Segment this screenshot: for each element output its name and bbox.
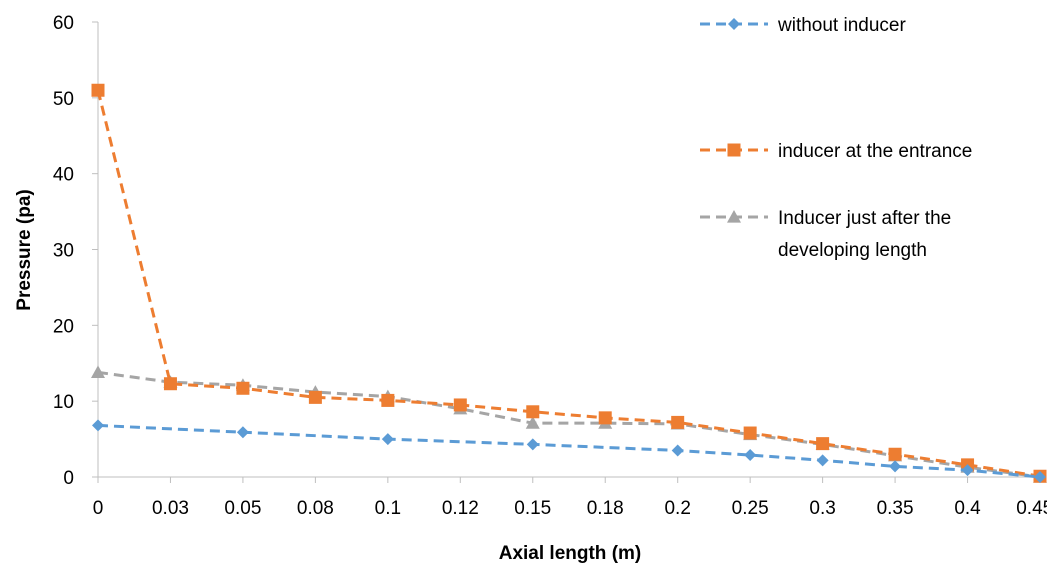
y-ticks: 0 10 20 30 40 50 60: [53, 13, 98, 489]
x-tick-label: 0.05: [224, 498, 261, 519]
legend-label: without inducer: [777, 15, 906, 36]
data-point-diamond: [92, 419, 104, 432]
x-tick-label: 0.1: [375, 498, 401, 519]
data-point-diamond: [889, 460, 902, 473]
y-tick-label: 50: [53, 89, 74, 110]
legend-item: without inducer: [700, 15, 906, 36]
data-point-square: [816, 437, 830, 451]
data-point-square: [888, 447, 902, 461]
data-point-square: [163, 377, 177, 391]
y-tick-label: 20: [53, 316, 74, 337]
data-point-triangle: [525, 416, 540, 429]
data-point-diamond: [744, 449, 757, 462]
data-point-square: [91, 83, 105, 97]
y-tick-label: 60: [53, 13, 74, 34]
x-tick-label: 0.12: [442, 498, 479, 519]
data-point-square: [308, 390, 322, 404]
x-tick-label: 0.2: [664, 498, 690, 519]
x-tick-label: 0.3: [809, 498, 835, 519]
series-layer: [91, 83, 1047, 483]
legend-swatch-diamond: [728, 18, 740, 30]
data-point-diamond: [671, 444, 684, 457]
x-tick-label: 0.18: [587, 498, 624, 519]
legend: without inducer inducer at the entrance In…: [700, 15, 972, 261]
data-point-square: [236, 381, 250, 395]
data-point-square: [453, 398, 467, 412]
x-tick-label: 0.25: [732, 498, 769, 519]
y-axis-title: Pressure (pa): [14, 189, 35, 310]
x-tick-label: 0.35: [877, 498, 914, 519]
x-tick-label: 0: [93, 498, 104, 519]
data-point-diamond: [381, 433, 394, 446]
x-tick-label: 0.4: [954, 498, 981, 519]
legend-label: inducer at the entrance: [778, 141, 972, 162]
x-axis-title: Axial length (m): [499, 543, 642, 564]
legend-item: Inducer just after the developing length: [700, 208, 951, 261]
series-diamond: [92, 419, 1046, 483]
x-ticks: 0 0.03 0.05 0.08 0.1 0.12 0.15 0.18 0.2 0.25 0.3 0.…: [93, 477, 1047, 519]
x-tick-label: 0.15: [514, 498, 551, 519]
y-tick-label: 10: [53, 392, 74, 413]
legend-label: developing length: [778, 240, 927, 261]
series-triangle: [91, 365, 1047, 483]
data-point-triangle: [91, 365, 105, 378]
legend-item: inducer at the entrance: [700, 141, 972, 162]
data-point-square: [671, 415, 685, 429]
data-point-diamond: [236, 426, 249, 439]
y-tick-label: 40: [53, 165, 74, 186]
legend-swatch-triangle: [727, 210, 741, 223]
data-point-diamond: [1034, 471, 1046, 483]
legend-swatch-square: [727, 143, 741, 157]
y-tick-label: 0: [63, 468, 74, 489]
y-tick-label: 30: [53, 241, 74, 262]
data-point-diamond: [816, 454, 829, 467]
data-point-square: [743, 426, 757, 440]
data-point-diamond: [961, 464, 974, 477]
x-tick-label: 0.08: [297, 498, 334, 519]
data-point-square: [381, 393, 395, 407]
legend-label: Inducer just after the: [778, 208, 951, 229]
series-line: [97, 423, 1041, 479]
data-point-diamond: [526, 438, 539, 451]
series-square: [91, 83, 1047, 483]
x-tick-label: 0.03: [152, 498, 189, 519]
data-point-square: [526, 405, 540, 419]
data-point-square: [598, 411, 612, 425]
series-line: [97, 370, 1041, 479]
series-line: [96, 89, 1041, 478]
x-tick-label: 0.455: [1016, 498, 1047, 519]
